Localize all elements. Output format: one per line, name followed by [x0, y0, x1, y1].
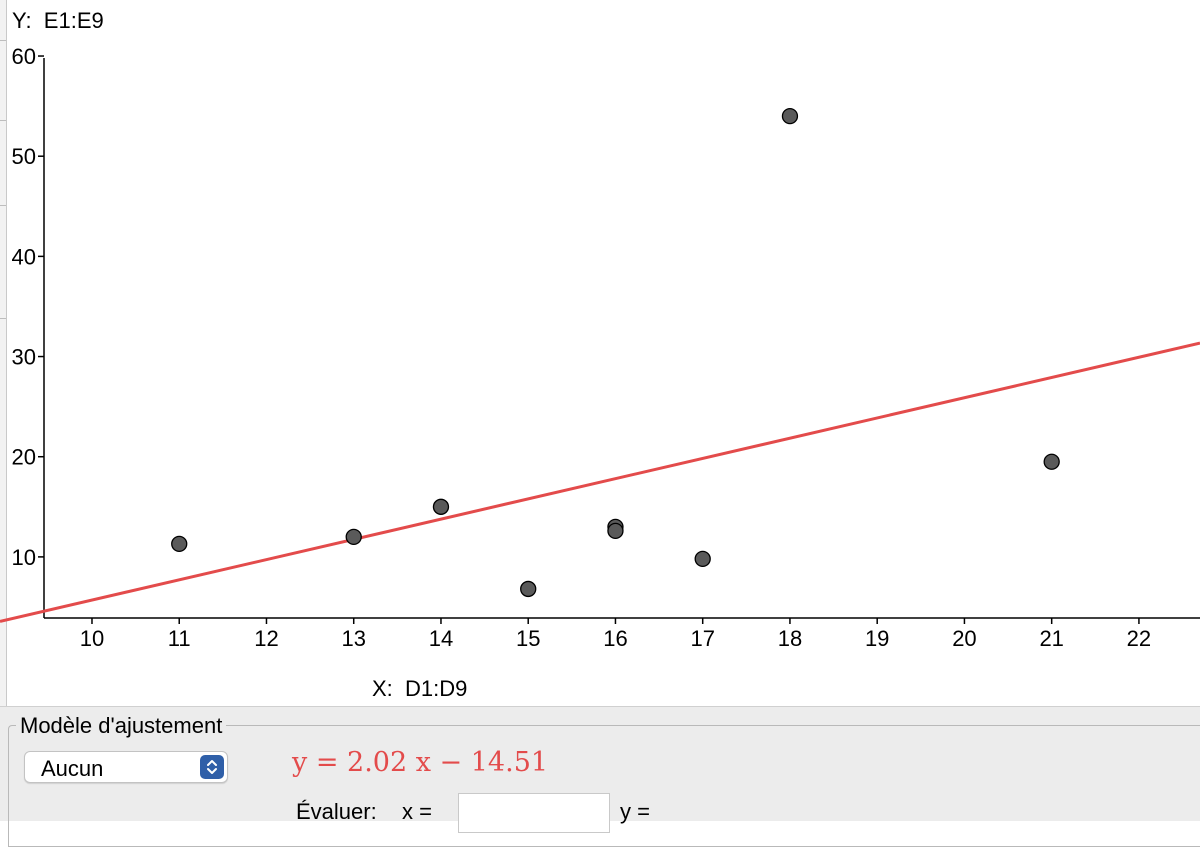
x-equals-label: x = — [402, 799, 432, 824]
x-tick-label: 13 — [341, 626, 365, 651]
y-tick-label: 30 — [12, 345, 36, 370]
y-tick-label: 10 — [12, 545, 36, 570]
evaluate-x-input[interactable] — [458, 793, 610, 833]
data-point — [171, 535, 188, 553]
x-tick-label: 14 — [429, 626, 453, 651]
plot-canvas: 10 11 12 13 14 15 16 17 18 19 20 21 22 10 20 30 40 50 60 — [0, 44, 1200, 651]
fit-model-panel: Modèle d'ajustement Aucun y = 2.02 x − 1… — [0, 706, 1200, 847]
x-tick-label: 15 — [516, 626, 540, 651]
evaluate-label: Évaluer: — [296, 799, 377, 824]
data-point — [607, 522, 624, 539]
model-select[interactable]: Aucun — [24, 751, 228, 783]
regression-line — [0, 341, 1200, 623]
y-tick-label: 60 — [12, 44, 36, 69]
x-tick-label: 21 — [1039, 626, 1063, 651]
regression-equation: y = 2.02 x − 14.51 — [292, 747, 549, 778]
data-point — [345, 528, 362, 546]
y-tick-label: 20 — [12, 445, 36, 470]
data-point — [781, 107, 799, 125]
y-axis-title: Y: E1:E9 — [12, 8, 104, 33]
data-point — [694, 550, 711, 568]
left-resize-strip[interactable] — [0, 0, 7, 706]
data-point — [520, 580, 537, 598]
x-tick-label: 19 — [865, 626, 889, 651]
scatter-plot[interactable]: 10 11 12 13 14 15 16 17 18 19 20 21 22 10 20 30 40 50 60 Y… — [0, 0, 1200, 706]
data-point — [1043, 453, 1060, 470]
x-tick-label: 20 — [952, 626, 976, 651]
model-select-value: Aucun — [41, 756, 104, 781]
x-tick-label: 10 — [80, 626, 104, 651]
x-tick-label: 17 — [690, 626, 714, 651]
x-tick-label: 12 — [254, 626, 278, 651]
fit-model-title: Modèle d'ajustement — [16, 713, 227, 739]
y-equals-label: y = — [620, 799, 650, 824]
chevron-up-down-icon — [200, 755, 224, 779]
x-tick-label: 16 — [603, 626, 627, 651]
data-point — [432, 498, 450, 515]
x-axis-title: X: D1:D9 — [372, 676, 468, 701]
y-tick-label: 40 — [12, 244, 36, 269]
x-tick-label: 18 — [778, 626, 802, 651]
y-tick-label: 50 — [12, 144, 36, 169]
x-tick-label: 22 — [1127, 626, 1151, 651]
x-tick-label: 11 — [168, 626, 191, 651]
